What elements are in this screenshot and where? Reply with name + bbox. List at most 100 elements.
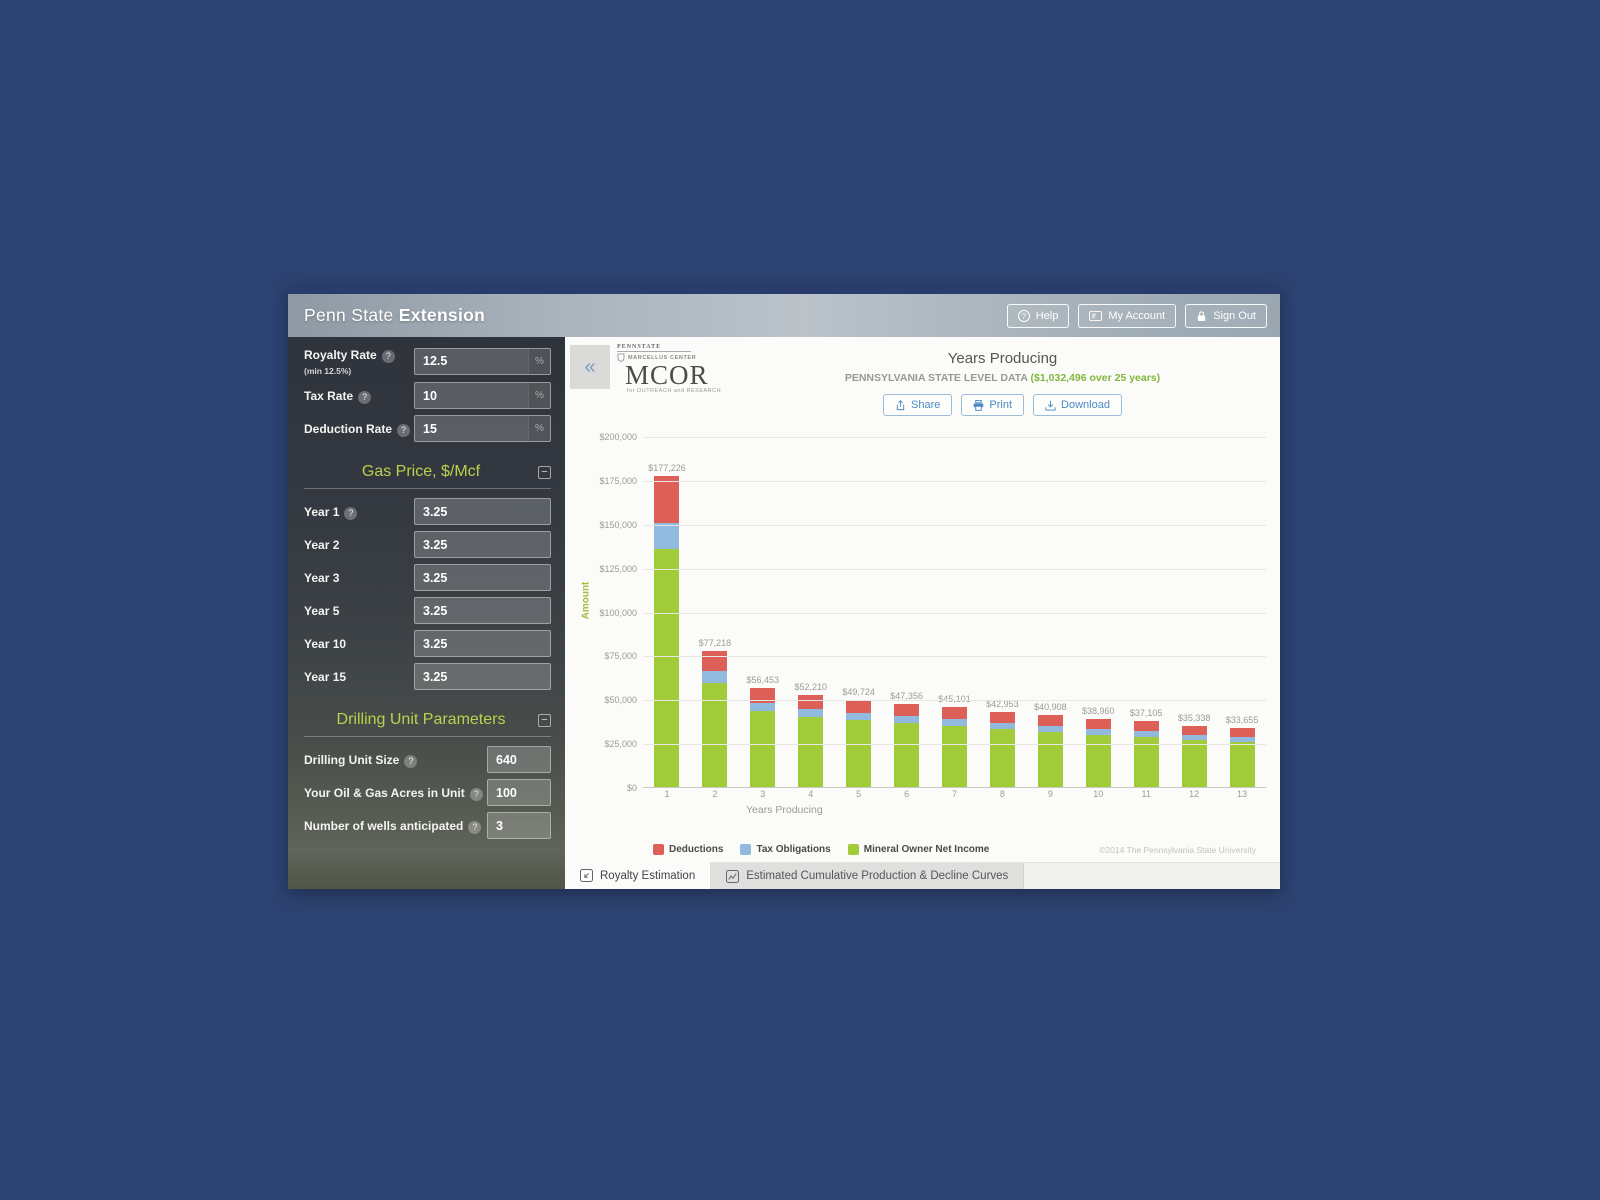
percent-suffix: % (528, 416, 550, 441)
bar-stack (1133, 721, 1159, 787)
tax-rate-label: Tax Rate (304, 388, 354, 403)
x-tick: 10 (1093, 789, 1104, 799)
year-2-input[interactable] (415, 532, 550, 557)
royalty-rate-sublabel: (min 12.5%) (304, 366, 352, 376)
y-tick: $50,000 (604, 695, 637, 706)
legend-item-tax-obligations: Tax Obligations (740, 844, 831, 855)
help-icon[interactable]: ? (469, 787, 483, 801)
gridline (643, 568, 1266, 570)
bar-total-label: $40,908 (1034, 702, 1067, 712)
year-3-label: Year 3 (304, 570, 340, 585)
chart-title: Years Producing (947, 350, 1058, 367)
sign-out-button[interactable]: Sign Out (1185, 303, 1267, 328)
x-tick: 6 (904, 789, 910, 799)
drilling-unit-size-input[interactable] (488, 747, 550, 772)
sidebar-field-row: Tax Rate?% (288, 382, 565, 409)
help-icon[interactable]: ? (468, 820, 482, 834)
year-10-input[interactable] (415, 631, 550, 656)
tab-royalty-estimation[interactable]: Royalty Estimation (565, 862, 712, 889)
bar-year-3: $56,453 (739, 437, 787, 787)
tab-decline-curves-label: Estimated Cumulative Production & Declin… (746, 870, 1009, 882)
bar-segment-deductions (702, 651, 728, 671)
field-input-wrap (414, 498, 551, 525)
sidebar-field-row: Year 10 (288, 630, 565, 657)
sidebar-field-row: Drilling Unit Size? (288, 746, 565, 773)
account-card-icon (1089, 310, 1103, 321)
field-label-wrap: Drilling Unit Size? (304, 751, 487, 769)
year-3-input[interactable] (415, 565, 550, 590)
help-icon[interactable]: ? (344, 506, 358, 520)
bar-segment-mineral-owner-net-income (750, 711, 776, 787)
field-label-wrap: Your Oil & Gas Acres in Unit? (304, 784, 487, 802)
bar-stack (702, 651, 728, 787)
bar-segment-mineral-owner-net-income (654, 549, 680, 787)
tab-royalty-estimation-label: Royalty Estimation (600, 869, 696, 882)
royalty-rate-label: Royalty Rate (304, 348, 377, 362)
bar-total-label: $47,356 (890, 691, 923, 701)
bar-total-label: $77,218 (698, 638, 732, 648)
y-tick: $125,000 (599, 563, 637, 574)
help-button-label: Help (1035, 309, 1059, 322)
bar-segment-mineral-owner-net-income (894, 723, 920, 787)
bar-total-label: $37,105 (1129, 708, 1163, 718)
bars-container: $177,226 $77,218 $56,453 $52,210 $49,724 $47,… (643, 437, 1266, 787)
window-top-strip (288, 287, 1280, 294)
y-tick: $150,000 (599, 519, 637, 530)
tab-decline-curves[interactable]: Estimated Cumulative Production & Declin… (711, 863, 1025, 889)
y-tick: $75,000 (604, 651, 637, 662)
legend-label: Deductions (669, 844, 724, 855)
field-input-wrap (414, 663, 551, 690)
section-collapse-icon[interactable]: − (538, 713, 551, 727)
field-label-wrap: Year 10 (304, 635, 414, 653)
year-1-input[interactable] (415, 499, 550, 524)
gridline (643, 437, 1266, 438)
download-button[interactable]: Download (1033, 394, 1122, 416)
gridline (643, 612, 1266, 614)
legend-swatch (740, 844, 752, 855)
help-icon[interactable]: ? (381, 350, 395, 363)
section-collapse-icon[interactable]: − (538, 465, 551, 479)
gridline (643, 480, 1266, 482)
field-input-wrap (414, 597, 551, 624)
bar-segment-tax-obligations (1085, 729, 1111, 735)
field-input-wrap (414, 630, 551, 657)
bar-total-label: $33,655 (1225, 715, 1259, 725)
bar-segment-mineral-owner-net-income (846, 720, 872, 787)
deduction-rate-input[interactable] (415, 416, 550, 441)
x-tick: 8 (999, 789, 1005, 799)
sidebar-collapse-button[interactable]: « (570, 345, 610, 389)
number-of-wells-anticipated-input[interactable] (488, 813, 550, 838)
x-tick: 1 (664, 789, 670, 799)
help-icon[interactable]: ? (404, 754, 418, 768)
share-button[interactable]: Share (883, 394, 953, 416)
help-button[interactable]: ? Help (1006, 303, 1070, 328)
year-2-label: Year 2 (304, 537, 340, 552)
bar-year-9: $40,908 (1026, 437, 1074, 787)
mcor-tagline: for OUTREACH and RESEARCH (627, 388, 722, 394)
sidebar-field-row: Number of wells anticipated? (288, 812, 565, 839)
tax-rate-input[interactable] (415, 383, 550, 408)
bar-year-6: $47,356 (883, 437, 931, 787)
field-label-wrap: Year 2 (304, 536, 414, 554)
share-button-label: Share (911, 399, 941, 411)
help-icon[interactable]: ? (358, 390, 372, 404)
help-icon[interactable]: ? (397, 423, 411, 437)
bar-segment-deductions (1037, 715, 1063, 726)
your-oil-gas-acres-in-unit-input[interactable] (488, 780, 550, 805)
royalty-tab-icon (580, 869, 593, 882)
field-label-wrap: Year 15 (304, 668, 414, 686)
pennstate-shield-icon (617, 353, 625, 362)
x-tick: 12 (1189, 789, 1200, 799)
chart-subtitle-amount: ($1,032,496 over 25 years) (1030, 372, 1161, 384)
year-15-input[interactable] (415, 664, 550, 689)
my-account-button[interactable]: My Account (1078, 303, 1177, 328)
royalty-rate-input[interactable] (415, 348, 550, 374)
bar-total-label: $177,226 (648, 463, 686, 473)
year-5-input[interactable] (415, 598, 550, 623)
bar-segment-tax-obligations (1133, 731, 1159, 737)
sidebar-field-row: Year 1? (288, 498, 565, 525)
my-account-button-label: My Account (1108, 309, 1166, 322)
print-button[interactable]: Print (961, 394, 1025, 416)
legend-swatch (847, 844, 859, 855)
gridline (643, 656, 1266, 658)
